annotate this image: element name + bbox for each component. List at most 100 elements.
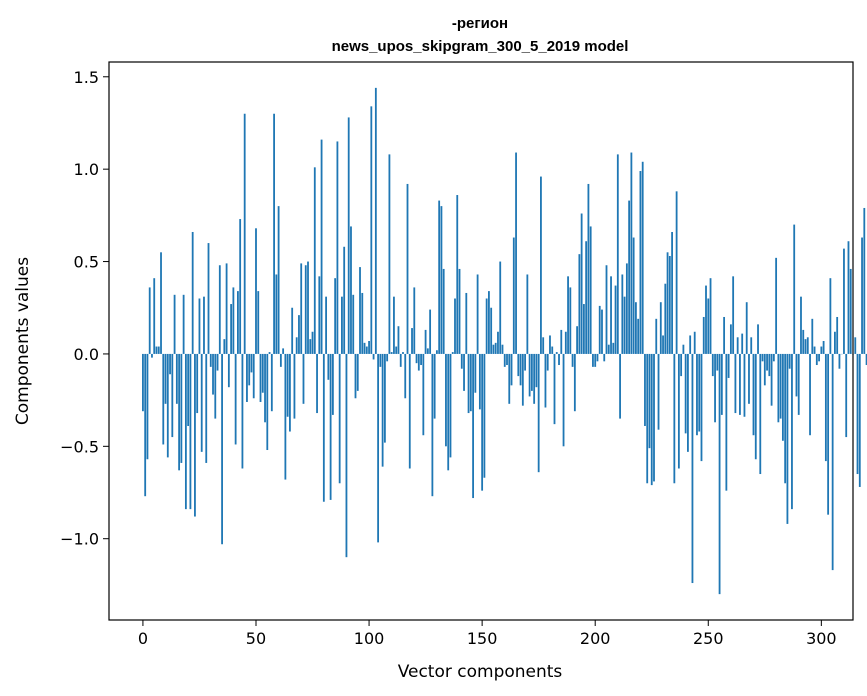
bar-86 xyxy=(336,141,339,354)
bar-11 xyxy=(166,353,169,458)
bar-287 xyxy=(791,353,793,510)
bar-239 xyxy=(682,344,685,354)
bar-16 xyxy=(178,353,181,471)
bar-320 xyxy=(865,353,867,366)
bar-231 xyxy=(664,283,667,354)
bar-175 xyxy=(537,353,540,473)
bar-254 xyxy=(716,353,719,371)
bar-295 xyxy=(809,353,811,436)
bar-272 xyxy=(757,324,759,354)
bar-68 xyxy=(295,337,298,354)
bar-285 xyxy=(786,353,789,524)
bar-198 xyxy=(589,226,592,354)
bar-90 xyxy=(345,353,348,558)
y-tick-label: −1.0 xyxy=(60,530,99,549)
bar-244 xyxy=(693,331,696,354)
bar-154 xyxy=(490,307,493,354)
bar-172 xyxy=(530,353,533,391)
bar-315 xyxy=(854,337,857,354)
bar-3 xyxy=(148,287,151,354)
bar-228 xyxy=(657,353,660,430)
bar-302 xyxy=(824,353,827,462)
bar-126 xyxy=(426,348,429,354)
bar-85 xyxy=(334,278,337,354)
bar-49 xyxy=(252,353,255,399)
bar-32 xyxy=(214,353,217,419)
bar-96 xyxy=(359,267,361,354)
bar-125 xyxy=(424,329,427,354)
bar-122 xyxy=(417,353,420,371)
bar-73 xyxy=(307,261,309,354)
bar-79 xyxy=(320,139,323,354)
bar-308 xyxy=(838,353,841,369)
bar-143 xyxy=(465,292,468,354)
bar-83 xyxy=(329,353,332,500)
bar-8 xyxy=(160,252,162,354)
bar-184 xyxy=(558,353,560,366)
bar-195 xyxy=(582,304,585,354)
bar-57 xyxy=(270,353,273,412)
bar-189 xyxy=(569,287,572,354)
bar-63 xyxy=(284,353,287,480)
bar-138 xyxy=(454,298,456,354)
bar-26 xyxy=(200,353,203,452)
bar-128 xyxy=(431,353,434,497)
bar-144 xyxy=(467,353,470,414)
bar-196 xyxy=(585,241,588,354)
bar-46 xyxy=(246,353,248,402)
bar-7 xyxy=(157,346,160,354)
bar-216 xyxy=(630,152,633,354)
bar-29 xyxy=(207,243,210,354)
bar-133 xyxy=(442,268,445,354)
x-tick-label: 150 xyxy=(467,629,498,648)
bar-115 xyxy=(402,352,404,354)
bar-100 xyxy=(368,341,370,354)
x-tick-label: 100 xyxy=(354,629,385,648)
bar-313 xyxy=(849,268,852,354)
bar-235 xyxy=(673,353,676,484)
bar-120 xyxy=(413,287,416,354)
bar-191 xyxy=(573,353,576,412)
bar-179 xyxy=(546,353,549,371)
bar-277 xyxy=(768,353,771,377)
bar-205 xyxy=(605,265,608,354)
bar-77 xyxy=(316,353,318,414)
bar-193 xyxy=(578,254,581,354)
bar-104 xyxy=(377,353,380,543)
bar-62 xyxy=(282,348,285,354)
bar-242 xyxy=(689,335,692,354)
bar-162 xyxy=(508,353,511,404)
bar-294 xyxy=(806,337,809,354)
bar-1 xyxy=(144,353,147,497)
bar-267 xyxy=(745,302,748,354)
bar-130 xyxy=(436,350,438,354)
bar-106 xyxy=(381,353,384,467)
bar-280 xyxy=(775,257,778,354)
bar-209 xyxy=(614,285,617,354)
bar-118 xyxy=(408,353,411,469)
bar-207 xyxy=(610,276,612,354)
bar-317 xyxy=(858,353,861,487)
bar-199 xyxy=(592,353,594,367)
bar-188 xyxy=(567,276,569,354)
x-tick-label: 250 xyxy=(693,629,724,648)
bar-117 xyxy=(406,183,409,354)
bar-66 xyxy=(291,307,294,354)
bar-264 xyxy=(739,353,741,415)
bar-291 xyxy=(800,296,802,354)
bar-284 xyxy=(784,353,787,484)
bar-163 xyxy=(510,353,513,386)
bar-202 xyxy=(598,305,601,354)
bar-186 xyxy=(562,353,565,447)
bar-221 xyxy=(641,161,644,354)
y-axis-label: Components values xyxy=(13,257,33,425)
bar-316 xyxy=(856,353,859,475)
bar-290 xyxy=(797,353,800,415)
chart-title-line2: news_upos_skipgram_300_5_2019 model xyxy=(332,38,629,55)
bar-245 xyxy=(696,353,698,436)
bar-190 xyxy=(571,353,574,367)
bar-251 xyxy=(709,278,712,354)
bar-67 xyxy=(293,353,296,419)
bar-297 xyxy=(813,346,816,354)
bar-155 xyxy=(492,344,495,354)
